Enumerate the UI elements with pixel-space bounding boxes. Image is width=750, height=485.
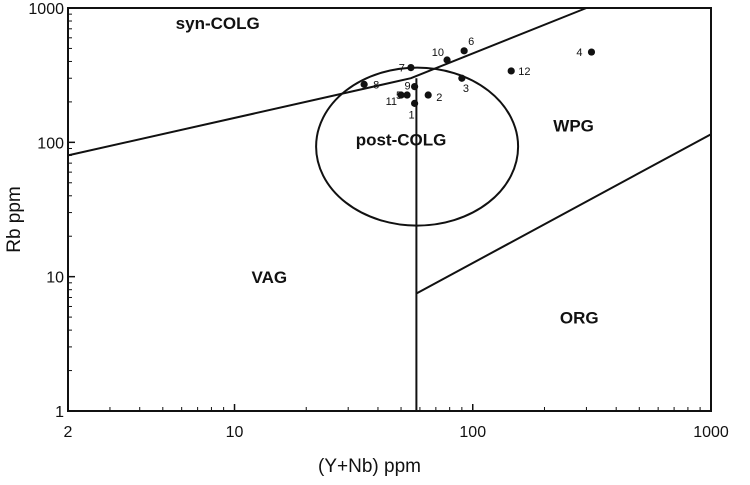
data-point-5 — [403, 91, 411, 99]
field-boundaries — [67, 7, 712, 411]
data-point-label-11: 11 — [386, 96, 397, 108]
y-tick-label: 10 — [46, 270, 64, 287]
data-point-label-12: 12 — [518, 66, 530, 78]
data-point-6 — [460, 47, 468, 55]
data-point-10 — [443, 56, 451, 64]
plot-frame — [67, 7, 712, 412]
y-tick-label: 1 — [55, 404, 64, 421]
y-axis-title: Rb ppm — [4, 186, 25, 253]
x-axis-title: (Y+Nb) ppm — [318, 456, 421, 477]
y-tick-label: 1000 — [28, 1, 64, 18]
data-point-12 — [507, 67, 515, 75]
data-point-2 — [424, 91, 432, 99]
x-tick-label: 100 — [459, 424, 486, 441]
data-point-3 — [458, 74, 466, 82]
field-label-wpg: WPG — [553, 117, 594, 136]
data-point-9 — [411, 82, 419, 91]
x-axis-ticks: 2 10 100 1000 — [64, 404, 729, 441]
field-label-syn-colg: syn-COLG — [176, 14, 260, 33]
data-point-8 — [360, 80, 368, 88]
boundary-line-3 — [415, 133, 712, 295]
data-point-label-1: 1 — [409, 109, 415, 121]
field-label-org: ORG — [560, 308, 599, 327]
data-points: 123456789101112 — [360, 36, 596, 121]
data-point-label-3: 3 — [463, 83, 469, 95]
data-point-label-6: 6 — [468, 36, 474, 48]
data-point-label-10: 10 — [432, 47, 444, 59]
data-point-7 — [407, 64, 415, 72]
data-point-label-7: 7 — [399, 63, 405, 75]
field-labels: syn-COLG WPG post-COLG VAG ORG — [176, 14, 599, 327]
y-axis-ticks: 1 10 100 1000 — [28, 1, 75, 421]
x-tick-label: 1000 — [693, 424, 729, 441]
data-point-4 — [587, 48, 596, 56]
field-label-vag: VAG — [252, 268, 288, 287]
data-point-11 — [397, 91, 405, 99]
post-colg-ellipse-layer — [315, 66, 520, 227]
field-label-post-colg: post-COLG — [356, 130, 447, 149]
boundary-line-1 — [67, 7, 587, 157]
y-tick-label: 100 — [37, 135, 64, 152]
data-point-label-4: 4 — [576, 47, 582, 59]
post-colg-ellipse — [315, 66, 520, 227]
data-point-label-2: 2 — [436, 92, 442, 104]
data-point-label-8: 8 — [373, 79, 379, 91]
data-point-label-9: 9 — [404, 81, 410, 93]
x-tick-label: 10 — [226, 424, 244, 441]
data-point-1 — [411, 99, 419, 107]
x-tick-label: 2 — [64, 424, 73, 441]
